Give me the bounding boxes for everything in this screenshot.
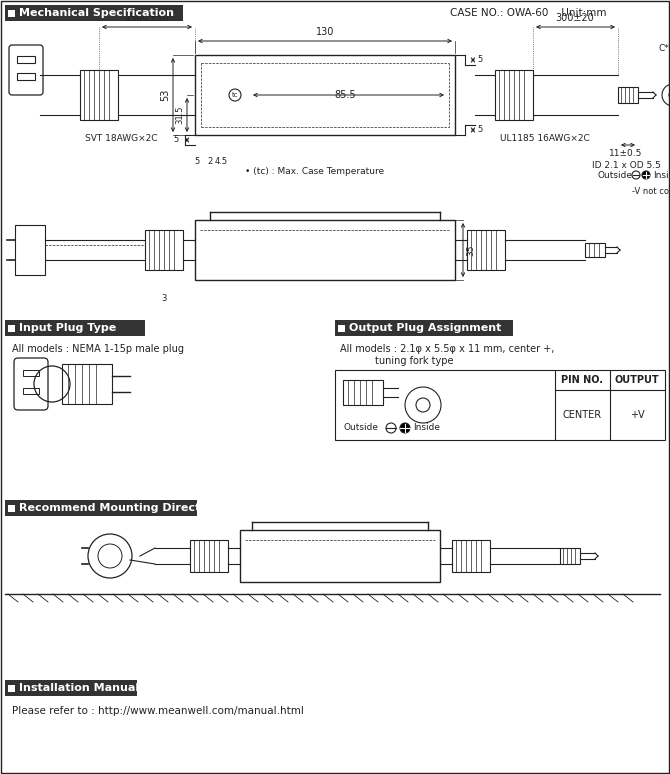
Text: Inside: Inside [653, 170, 670, 180]
Bar [5, 680, 137, 696]
Text: 300±20: 300±20 [555, 13, 594, 23]
Bar [495, 70, 533, 120]
Text: Input Plug Type: Input Plug Type [19, 323, 117, 333]
Bar [5, 5, 183, 21]
Text: Outside: Outside [343, 423, 378, 433]
Text: +V: +V [630, 410, 645, 420]
Text: 1500±50: 1500±50 [125, 13, 170, 23]
Text: 2: 2 [208, 157, 212, 166]
Text: PIN NO.: PIN NO. [561, 375, 603, 385]
Bar [240, 530, 440, 582]
Bar [467, 230, 505, 270]
Bar [585, 243, 605, 257]
Circle shape [400, 423, 410, 433]
Bar [560, 548, 580, 564]
Text: 85.5: 85.5 [334, 90, 356, 100]
Text: 5: 5 [174, 135, 179, 145]
Text: UL1185 16AWG×2C: UL1185 16AWG×2C [500, 134, 590, 143]
Text: tc: tc [232, 92, 239, 98]
Bar [618, 87, 638, 103]
Text: 11±0.5: 11±0.5 [609, 149, 643, 158]
Bar [190, 540, 228, 572]
Bar [195, 55, 455, 135]
Text: 3: 3 [161, 294, 167, 303]
Text: 5: 5 [477, 125, 482, 135]
Text: 35: 35 [466, 245, 475, 255]
Text: CASE NO.: OWA-60    Unit:mm: CASE NO.: OWA-60 Unit:mm [450, 8, 606, 18]
Bar [23, 388, 39, 394]
Text: Outside: Outside [597, 170, 632, 180]
Circle shape [642, 171, 650, 179]
Bar [17, 56, 35, 63]
Bar [17, 73, 35, 80]
Bar [5, 320, 145, 336]
Bar [452, 540, 490, 572]
Bar [8, 324, 15, 331]
Text: SVT 18AWG×2C: SVT 18AWG×2C [85, 134, 157, 143]
Text: -V not connected to AC FG: -V not connected to AC FG [632, 187, 670, 196]
Text: • (tc) : Max. Case Temperature: • (tc) : Max. Case Temperature [245, 167, 384, 176]
Bar [335, 370, 665, 440]
Bar [335, 320, 513, 336]
Text: 53: 53 [160, 89, 170, 101]
Text: C*+*: C*+* [659, 44, 670, 53]
Bar [145, 230, 183, 270]
Bar [15, 225, 45, 275]
Bar [338, 324, 345, 331]
Text: Installation Manual: Installation Manual [19, 683, 139, 693]
Bar [8, 9, 15, 16]
Text: tuning fork type: tuning fork type [375, 356, 454, 366]
Bar [23, 370, 39, 376]
Text: CENTER: CENTER [562, 410, 602, 420]
Text: OUTPUT: OUTPUT [614, 375, 659, 385]
Bar [5, 500, 197, 516]
Text: 130: 130 [316, 27, 334, 37]
Text: 5: 5 [194, 157, 200, 166]
Bar [8, 505, 15, 512]
Text: Inside: Inside [413, 423, 440, 433]
Bar [343, 380, 383, 405]
Text: 5: 5 [477, 56, 482, 64]
Text: Output Plug Assignment: Output Plug Assignment [349, 323, 501, 333]
Bar [80, 70, 118, 120]
Text: Please refer to : http://www.meanwell.com/manual.html: Please refer to : http://www.meanwell.co… [12, 706, 304, 716]
Bar [8, 684, 15, 691]
Text: Recommend Mounting Direction: Recommend Mounting Direction [19, 503, 220, 513]
Text: Mechanical Specification: Mechanical Specification [19, 8, 174, 18]
Text: ID 2.1 x OD 5.5: ID 2.1 x OD 5.5 [592, 161, 661, 170]
Bar [62, 364, 112, 404]
Text: 31.5: 31.5 [175, 106, 184, 125]
Text: 4.5: 4.5 [214, 157, 228, 166]
Bar [195, 220, 455, 280]
Text: All models : NEMA 1-15p male plug: All models : NEMA 1-15p male plug [12, 344, 184, 354]
Text: All models : 2.1φ x 5.5φ x 11 mm, center +,: All models : 2.1φ x 5.5φ x 11 mm, center… [340, 344, 554, 354]
